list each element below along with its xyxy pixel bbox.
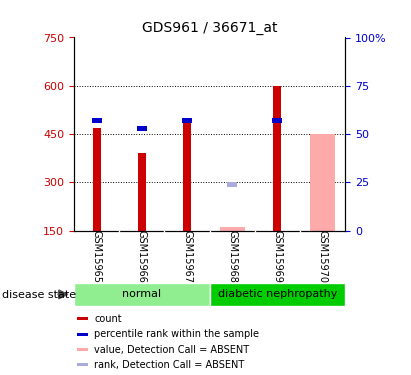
Text: value, Detection Call = ABSENT: value, Detection Call = ABSENT: [94, 345, 249, 354]
Bar: [220, 227, 245, 231]
Text: percentile rank within the sample: percentile rank within the sample: [94, 329, 259, 339]
Title: GDS961 / 36671_at: GDS961 / 36671_at: [142, 21, 277, 35]
Bar: [77, 348, 88, 351]
Text: GSM15965: GSM15965: [92, 230, 102, 284]
Bar: [77, 318, 88, 320]
Bar: [74, 283, 210, 306]
Text: count: count: [94, 314, 122, 324]
Bar: [227, 182, 237, 186]
Bar: [182, 118, 192, 123]
Text: disease state: disease state: [2, 290, 76, 300]
Bar: [92, 128, 101, 231]
Bar: [183, 121, 191, 231]
Bar: [138, 153, 146, 231]
Text: rank, Detection Call = ABSENT: rank, Detection Call = ABSENT: [94, 360, 244, 370]
Text: GSM15970: GSM15970: [318, 230, 328, 284]
Text: normal: normal: [122, 290, 162, 299]
Bar: [272, 118, 282, 123]
Text: GSM15966: GSM15966: [137, 230, 147, 284]
Text: GSM15967: GSM15967: [182, 230, 192, 284]
Bar: [77, 333, 88, 336]
Text: GSM15968: GSM15968: [227, 230, 237, 284]
Bar: [77, 363, 88, 366]
Bar: [310, 134, 335, 231]
Bar: [273, 86, 282, 231]
Text: diabetic nephropathy: diabetic nephropathy: [218, 290, 337, 299]
Bar: [92, 118, 102, 123]
Text: GSM15969: GSM15969: [272, 230, 282, 284]
Bar: [210, 283, 345, 306]
Bar: [137, 126, 147, 130]
